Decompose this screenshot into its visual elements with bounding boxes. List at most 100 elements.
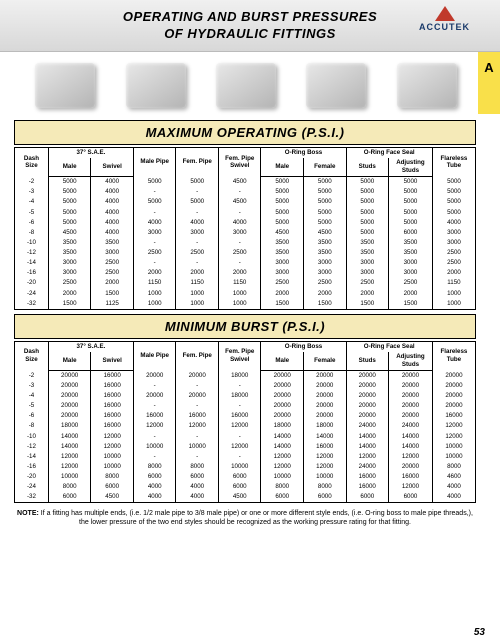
table-cell: 6000 [389,492,433,502]
table-cell: 3000 [48,258,91,268]
table-cell: - [218,431,261,441]
table-cell: 20000 [389,370,433,381]
table-cell: 3000 [91,248,134,258]
table-cell: 4000 [91,187,134,197]
table-cell: 5000 [261,187,304,197]
table-cell: 1500 [304,299,347,309]
table-cell: 1150 [432,278,475,288]
table-cell: 2500 [432,258,475,268]
table-cell: 3500 [261,238,304,248]
table-cell: 16000 [389,472,433,482]
operating-table: Dash Size 37° S.A.E. Male Pipe Fem. Pipe… [15,148,475,309]
table-cell: -10 [15,431,48,441]
table-cell: 12000 [304,462,347,472]
table-cell: 16000 [91,370,134,381]
col-swivel: Swivel [91,158,134,176]
table-cell: 6000 [176,472,219,482]
table-cell: - [133,207,176,217]
footnote: NOTE: If a fitting has multiple ends, (i… [14,509,476,527]
table-cell: - [133,401,176,411]
table-row: -321500112510001000100015001500150015001… [15,299,475,309]
table-cell: 16000 [91,381,134,391]
table-cell: 10000 [432,442,475,452]
table-cell: 18000 [218,370,261,381]
fitting-image [35,63,95,108]
table-cell: 8000 [432,462,475,472]
page-title: OPERATING AND BURST PRESSURES OF HYDRAUL… [123,9,377,42]
col-male-pipe: Male Pipe [133,342,176,371]
table-cell: 5000 [432,177,475,188]
table-cell: 5000 [133,197,176,207]
table-row: -350004000---50005000500050005000 [15,187,475,197]
table-cell: 8000 [261,482,304,492]
table-cell: 6000 [389,228,433,238]
table-cell: 12000 [218,442,261,452]
table-cell: - [176,381,219,391]
table-cell: 1000 [133,299,176,309]
table-cell: 16000 [432,411,475,421]
table-row: -818000160001200012000120001800018000240… [15,421,475,431]
table-cell: 2500 [389,278,433,288]
col-fem-pipe: Fem. Pipe [176,148,219,177]
table-cell: 5000 [304,218,347,228]
table-cell: 1000 [432,299,475,309]
table-cell: 4000 [432,492,475,502]
table-cell: 10000 [432,452,475,462]
table-cell: 5000 [304,207,347,217]
table-row: -202500200011501150115025002500250025001… [15,278,475,288]
table-cell: 6000 [48,492,91,502]
table-cell: 12000 [261,462,304,472]
table-cell: 20000 [304,391,347,401]
table-row: -220000160002000020000180002000020000200… [15,370,475,381]
col-male: Male [48,158,91,176]
table-cell: 14000 [48,431,91,441]
table-cell: - [133,187,176,197]
table-cell: 1000 [218,288,261,298]
table-cell: 20000 [389,401,433,411]
table-cell: 3500 [48,238,91,248]
table-cell: 4000 [133,482,176,492]
table-cell: -16 [15,268,48,278]
table-cell: 20000 [432,370,475,381]
table-cell: 1500 [346,299,389,309]
table-cell: 3000 [389,258,433,268]
table-cell: 1000 [176,299,219,309]
table-cell: - [133,238,176,248]
burst-table: Dash Size 37° S.A.E. Male Pipe Fem. Pipe… [15,342,475,503]
table-cell: 8000 [176,462,219,472]
table-cell: 1150 [133,278,176,288]
table-cell: 1150 [218,278,261,288]
table-cell: 1500 [48,299,91,309]
col-ob-male: Male [261,352,304,370]
table-cell: 12000 [346,452,389,462]
table-row: -32000016000---2000020000200002000020000 [15,381,475,391]
table-cell: 1125 [91,299,134,309]
table-cell: -12 [15,442,48,452]
table-cell: 5000 [304,187,347,197]
operating-body: -250004000500050004500500050005000500050… [15,177,475,309]
table-cell: 20000 [346,370,389,381]
table-header: Dash Size 37° S.A.E. Male Pipe Fem. Pipe… [15,342,475,371]
table-cell: 2500 [48,278,91,288]
table-row: -123500300025002500250035003500350035002… [15,248,475,258]
note-text: If a fitting has multiple ends, (i.e. 1/… [41,510,473,526]
table-cell: 3500 [346,238,389,248]
table-cell: 20000 [389,411,433,421]
fitting-images-row [0,52,500,118]
col-fem-pipe-swivel: Fem. Pipe Swivel [218,148,261,177]
table-cell: 12000 [91,431,134,441]
table-cell: 20000 [48,370,91,381]
col-group-sae: 37° S.A.E. [48,342,133,352]
col-fem-pipe-swivel: Fem. Pipe Swivel [218,342,261,371]
col-dash-size: Dash Size [15,342,48,371]
table-cell: 20000 [176,370,219,381]
col-ob-female: Female [304,352,347,370]
table-cell: 16000 [91,401,134,411]
table-cell: 3000 [346,258,389,268]
table-cell: 5000 [346,177,389,188]
table-cell: 12000 [176,421,219,431]
table-cell: 24000 [346,462,389,472]
table-cell: 4500 [48,228,91,238]
table-cell: 5000 [346,228,389,238]
table-cell: 3500 [48,248,91,258]
